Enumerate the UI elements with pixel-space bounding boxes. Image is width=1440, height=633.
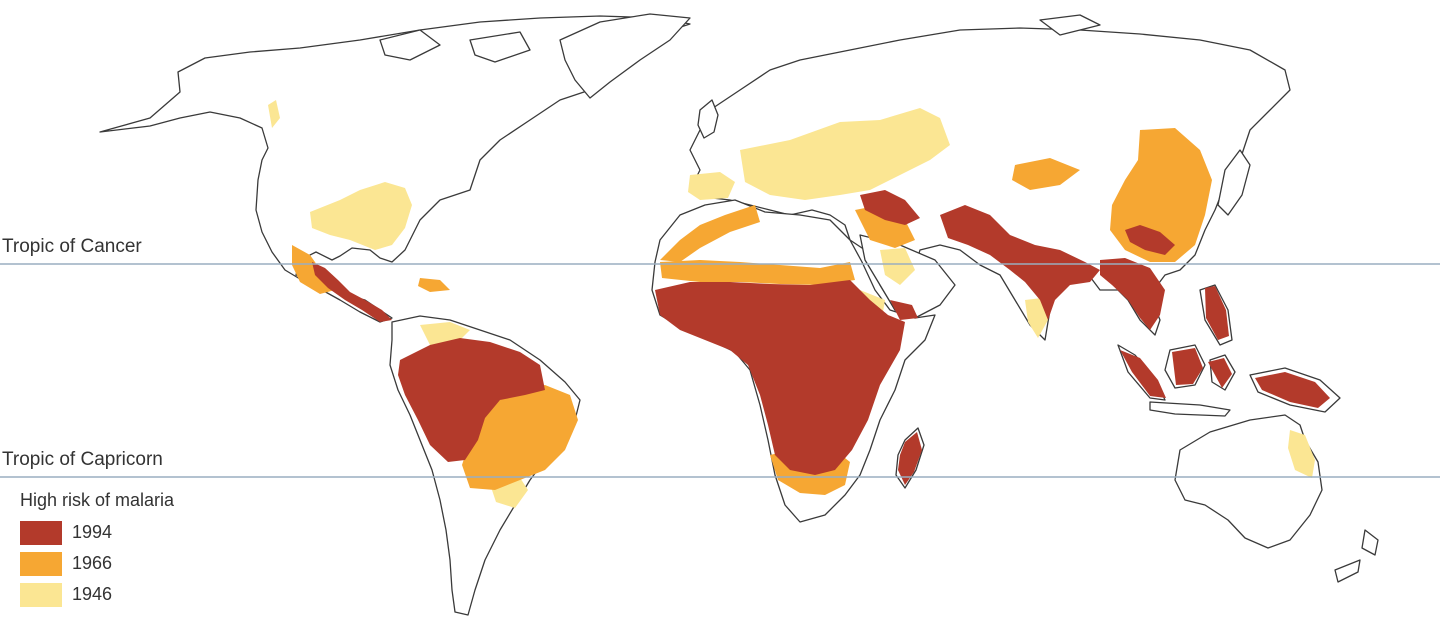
greenland xyxy=(559,13,691,99)
legend-swatch-1946 xyxy=(20,582,62,607)
british-isles xyxy=(697,99,719,139)
area-middle-east-1966 xyxy=(855,205,915,248)
area-mideast-1946 xyxy=(880,248,915,285)
new-zealand xyxy=(1334,529,1379,583)
tropic-of-cancer-label: Tropic of Cancer xyxy=(2,236,142,257)
area-brazil-1966 xyxy=(462,385,578,490)
japan xyxy=(1217,149,1251,216)
area-sahel-1966 xyxy=(660,260,855,285)
legend-item-1946: 1946 xyxy=(20,579,174,610)
area-iran-1994 xyxy=(860,190,920,225)
legend: High risk of malaria 1994 1966 1946 xyxy=(20,490,174,610)
area-caribbean-1966 xyxy=(418,278,450,292)
area-new-guinea-1994 xyxy=(1255,372,1330,408)
area-southeast-asia-1994 xyxy=(1100,258,1165,330)
area-madagascar-1994 xyxy=(898,432,922,485)
legend-label-1946: 1946 xyxy=(72,584,113,604)
area-north-africa-1966 xyxy=(660,205,760,262)
area-central-asia-1966 xyxy=(1012,158,1080,190)
legend-swatch-1966 xyxy=(20,551,62,576)
legend-item-1966: 1966 xyxy=(20,548,174,579)
area-africa-1994 xyxy=(655,280,905,475)
area-usa-1946 xyxy=(310,182,412,250)
legend-title: High risk of malaria xyxy=(20,490,175,510)
legend-swatch-1994 xyxy=(20,520,62,545)
java xyxy=(1149,401,1231,417)
legend-item-1994: 1994 xyxy=(20,517,174,548)
australia xyxy=(1174,414,1323,549)
area-china-south-1994 xyxy=(1125,225,1175,255)
area-indonesia-1994 xyxy=(1120,286,1232,398)
area-central-america-1994 xyxy=(312,262,392,322)
area-south-asia-1994 xyxy=(940,205,1100,320)
legend-label-1994: 1994 xyxy=(72,522,113,542)
area-canada-1946 xyxy=(268,100,280,128)
area-amazon-1994 xyxy=(398,338,545,462)
arctic-islands xyxy=(379,14,1101,63)
area-europe-1946 xyxy=(740,108,950,200)
area-australia-1946 xyxy=(1288,430,1315,478)
risk-1994 xyxy=(312,190,1330,485)
area-yemen-1994 xyxy=(890,300,918,320)
north-america xyxy=(99,15,691,323)
legend-label-1966: 1966 xyxy=(72,553,113,573)
area-spain-1946 xyxy=(688,172,735,200)
tropic-of-capricorn-label: Tropic of Capricorn xyxy=(2,449,163,470)
area-india-south-1946 xyxy=(1025,298,1048,338)
